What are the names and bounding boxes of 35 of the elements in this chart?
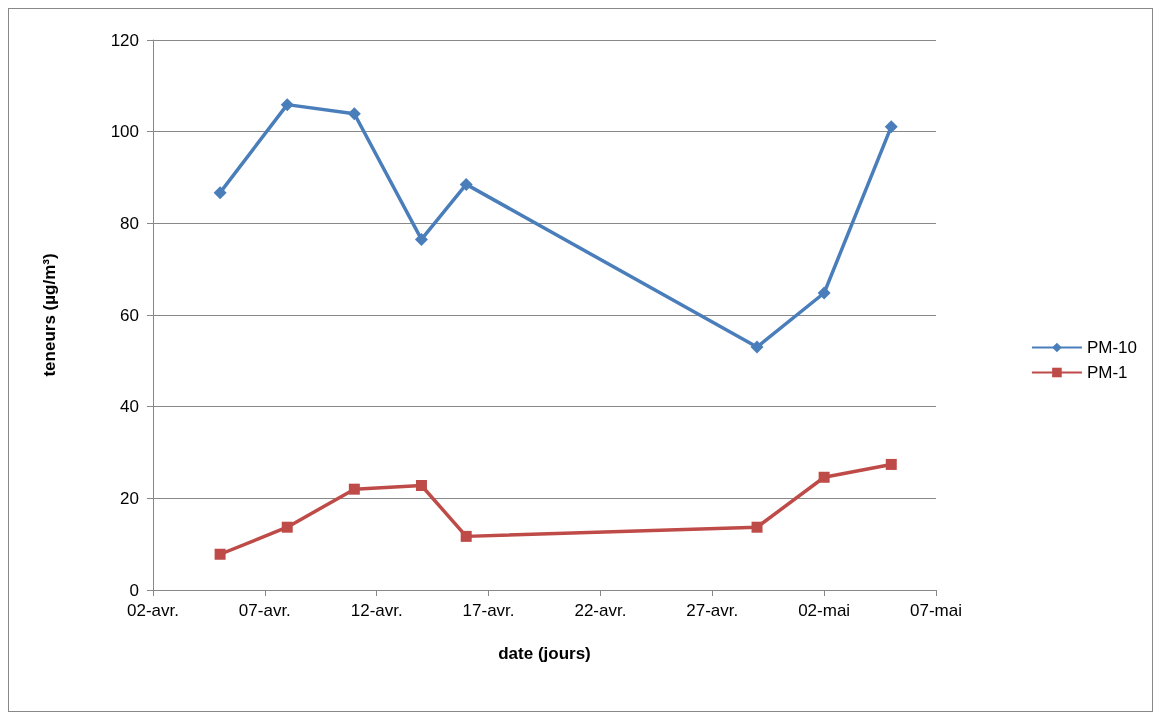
point [817, 286, 831, 300]
legend-label: PM-1 [1086, 363, 1128, 382]
x-tick-label: 22-avr. [574, 601, 627, 620]
y-tick-label: 0 [129, 580, 139, 600]
point [459, 177, 473, 191]
x-tick-label: 17-avr. [462, 601, 515, 620]
y-tick-label: 120 [110, 30, 139, 50]
point [884, 120, 898, 134]
point [281, 521, 293, 533]
point [214, 548, 226, 560]
x-tick-label: 07-mai [910, 601, 962, 620]
x-tick-label: 27-avr. [686, 601, 739, 620]
y-tick-label: 60 [120, 305, 139, 325]
y-tick-label: 40 [120, 397, 139, 417]
point [348, 483, 360, 495]
y-tick-label: 20 [120, 488, 139, 508]
y-axis-title: teneurs (µg/m³) [40, 253, 59, 377]
legend-label: PM-10 [1086, 338, 1138, 357]
x-tick-label: 02-avr. [127, 601, 179, 620]
point [818, 471, 830, 483]
y-tick-label: 80 [120, 213, 139, 233]
point [415, 480, 427, 491]
x-tick-label: 12-avr. [350, 601, 403, 620]
point [347, 107, 361, 121]
x-axis-title: date (jours) [498, 644, 591, 663]
x-tick-label: 07-avr. [238, 601, 291, 620]
x-tick-label: 02-mai [798, 601, 851, 620]
point [460, 530, 472, 542]
point [280, 98, 294, 112]
point [414, 232, 428, 246]
y-tick-label: 100 [110, 122, 139, 142]
point [751, 521, 763, 533]
point [213, 186, 227, 200]
point [750, 340, 764, 354]
point [885, 458, 897, 470]
